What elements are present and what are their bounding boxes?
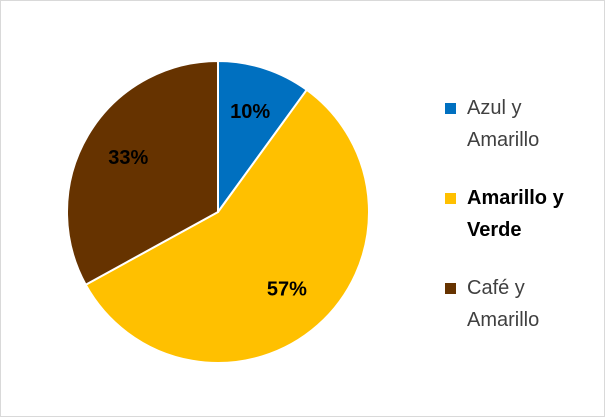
- legend-label: Azul y Amarillo: [467, 97, 540, 151]
- legend-swatch: [445, 103, 456, 114]
- legend-label: Café y Amarillo: [467, 277, 540, 331]
- pie-slice: [217, 59, 309, 216]
- pie-slice: [84, 88, 370, 364]
- data-label: 33%: [108, 147, 148, 169]
- pie-slice: [66, 59, 219, 287]
- legend-swatch: [445, 283, 456, 294]
- legend-item: Café y Amarillo: [445, 272, 592, 336]
- legend-item: Azul y Amarillo: [445, 92, 592, 156]
- data-label: 57%: [267, 278, 307, 300]
- legend-label: Amarillo y Verde: [467, 187, 564, 241]
- data-label: 10%: [230, 101, 270, 123]
- legend: Azul y Amarillo Amarillo y Verde Café y Am…: [445, 92, 595, 362]
- legend-swatch: [445, 193, 456, 204]
- legend-item: Amarillo y Verde: [445, 182, 592, 246]
